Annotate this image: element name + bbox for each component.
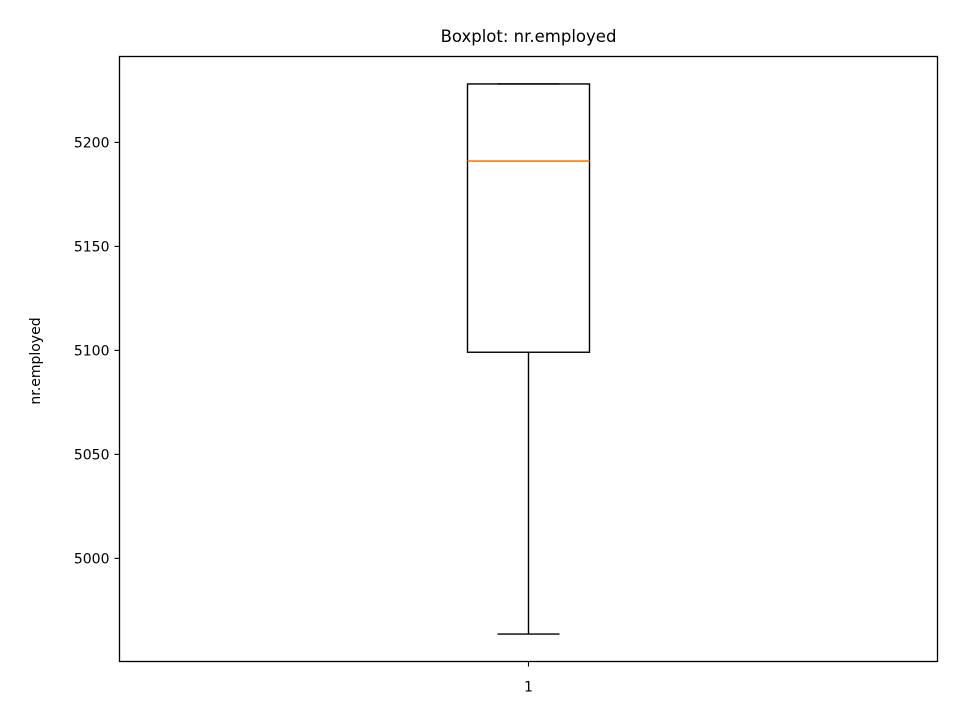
box-1	[466, 83, 591, 635]
box-series	[466, 83, 591, 635]
chart-title: Boxplot: nr.employed	[441, 27, 617, 46]
y-axis-label: nr.employed	[28, 317, 44, 404]
y-tick-label: 5150	[74, 239, 110, 255]
x-axis: 1	[524, 661, 533, 696]
y-axis: 5000 5050 5100 5150 5200	[74, 135, 120, 567]
x-tick-label: 1	[524, 680, 533, 696]
interquartile-box	[466, 83, 591, 353]
y-tick-label: 5050	[74, 447, 110, 463]
y-tick-label: 5000	[74, 551, 110, 567]
y-tick-label: 5200	[74, 135, 110, 151]
y-tick-label: 5100	[74, 343, 110, 359]
